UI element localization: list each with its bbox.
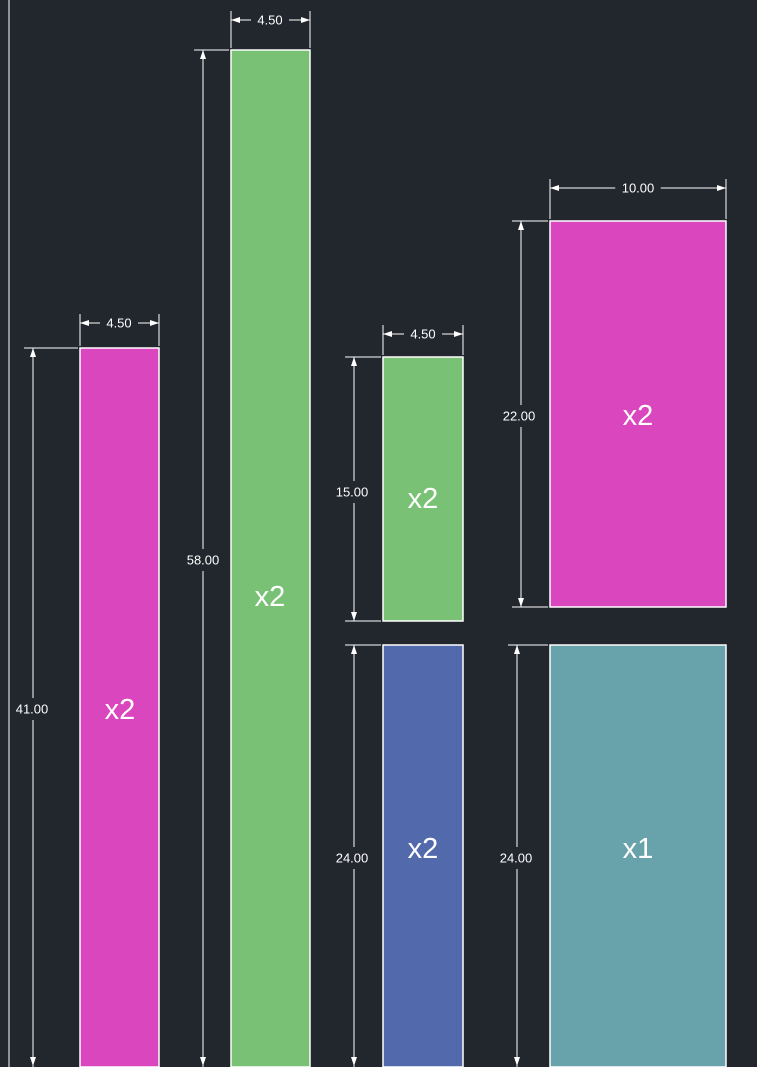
panel-group: x2 10.00 22.00 [503,179,727,608]
dimension-arrowhead [454,331,463,337]
dimension-arrowhead [514,645,520,654]
panel-rect [230,49,311,1067]
height-dimension: 24.00 [500,644,548,1067]
width-dimension-label: 4.50 [410,327,435,342]
dimension-arrowhead [231,17,240,23]
dimension-arrowhead [30,348,36,357]
panel-rect [549,220,727,608]
panel-quantity-label: x2 [105,694,136,726]
dimension-arrowhead [351,645,357,654]
panel-quantity-label: x2 [623,400,654,432]
dimension-arrowhead [150,320,159,326]
dimension-arrowhead [518,221,524,230]
panel-quantity-label: x2 [255,581,286,613]
height-dimension-label: 24.00 [336,851,369,866]
dimension-arrowhead [351,612,357,621]
dimension-arrowhead [351,357,357,366]
panel-group: x2 24.00 [336,644,464,1067]
dimension-arrowhead [30,1057,36,1066]
panel-rect [382,644,464,1067]
panel-group: x2 4.50 15.00 [336,325,464,622]
width-dimension: 4.50 [79,314,160,346]
dimension-arrowhead [383,331,392,337]
height-dimension-label: 41.00 [16,702,49,717]
height-dimension-label: 58.00 [187,553,220,568]
dimension-arrowhead [550,185,559,191]
panel-quantity-label: x2 [408,483,439,515]
dimension-arrowhead [514,1057,520,1066]
dimension-arrowhead [351,1057,357,1066]
dimension-arrowhead [717,185,726,191]
height-dimension-label: 24.00 [500,851,533,866]
dimension-arrowhead [518,598,524,607]
dimension-arrowhead [200,50,206,59]
width-dimension-label: 4.50 [257,13,282,28]
panel-quantity-label: x2 [408,833,439,865]
height-dimension: 24.00 [336,644,381,1067]
panel-rect [79,347,160,1067]
width-dimension: 4.50 [230,11,311,48]
dimension-arrowhead [80,320,89,326]
height-dimension-label: 22.00 [503,409,536,424]
panel-quantity-label: x1 [623,833,654,865]
panels-layer: x2 4.50 41.00 x2 4.50 58.00 x2 4.50 15.00 x2 24.00… [16,11,727,1067]
width-dimension-label: 4.50 [106,316,131,331]
height-dimension-label: 15.00 [336,485,369,500]
dimension-arrowhead [200,1057,206,1066]
panel-rect [382,356,464,622]
panel-rect [549,644,727,1067]
panel-group: x2 4.50 41.00 [16,314,160,1067]
width-dimension: 10.00 [549,179,727,219]
width-dimension-label: 10.00 [622,181,655,196]
panel-group: x1 24.00 [500,644,727,1067]
height-dimension: 58.00 [187,49,229,1067]
height-dimension: 41.00 [16,347,78,1067]
dimension-arrowhead [301,17,310,23]
height-dimension: 15.00 [336,356,381,622]
height-dimension: 22.00 [503,220,548,608]
panel-group: x2 4.50 58.00 [187,11,311,1067]
width-dimension: 4.50 [382,325,464,355]
